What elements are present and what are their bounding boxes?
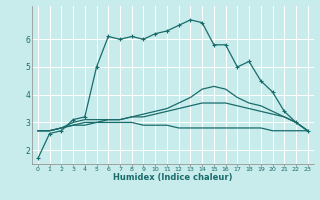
X-axis label: Humidex (Indice chaleur): Humidex (Indice chaleur) [113,173,233,182]
